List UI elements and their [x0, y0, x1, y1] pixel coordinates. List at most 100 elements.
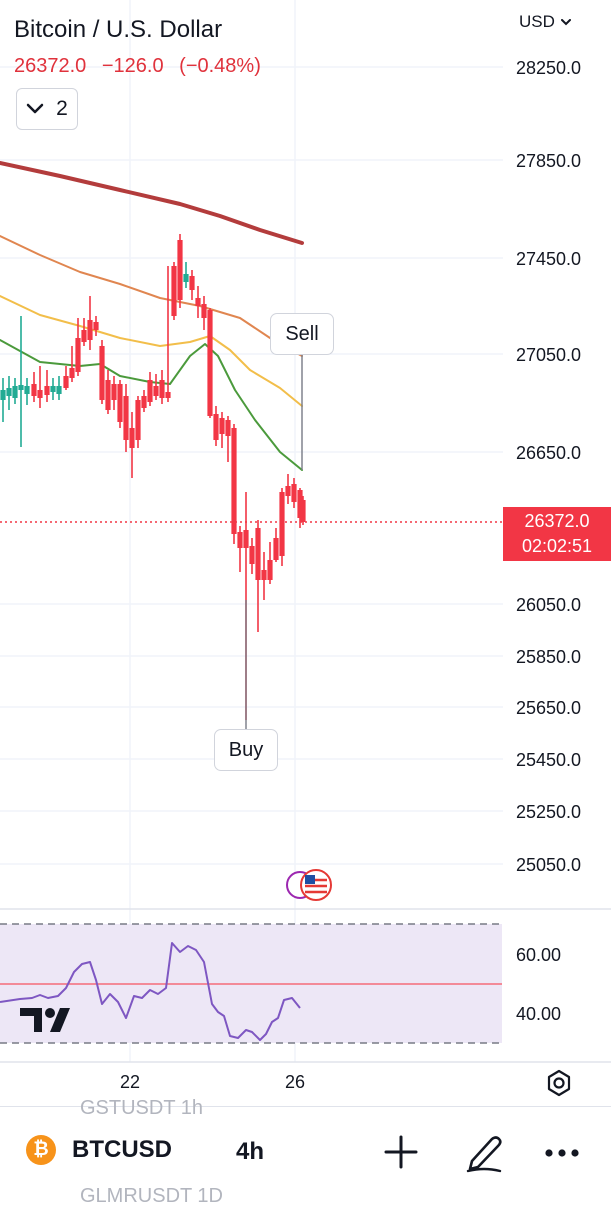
candle-body — [261, 570, 267, 580]
currency-label: USD — [519, 12, 555, 31]
candle-body — [300, 500, 306, 522]
candle-body — [291, 484, 297, 502]
candle-body — [93, 322, 99, 330]
moving-average-lines — [0, 161, 304, 471]
price-axis-label: 28250.0 — [516, 58, 581, 78]
candle-body — [273, 538, 279, 560]
candle-body — [231, 428, 237, 534]
price-axis-label: 25450.0 — [516, 750, 581, 770]
candle-body — [267, 560, 273, 580]
ma-green-line — [0, 339, 303, 471]
price-axis-label: 27450.0 — [516, 249, 581, 269]
last-price: 26372.0 — [14, 55, 87, 77]
candlesticks — [0, 234, 306, 729]
symbol-list-ghost-bottom: GLMRUSDT 1D — [80, 1185, 223, 1207]
pen-icon[interactable] — [464, 1131, 504, 1173]
symbol-list-ghost-top: GSTUSDT 1h — [80, 1097, 203, 1119]
buy-signal-tag: Buy — [214, 729, 278, 771]
bitcoin-icon: ₿ — [26, 1135, 56, 1165]
candle-body — [279, 492, 285, 556]
candle-body — [237, 532, 243, 548]
candle-body — [183, 274, 189, 282]
candle-body — [189, 276, 195, 290]
candle-body — [195, 298, 201, 306]
symbol-button[interactable]: ₿ BTCUSD — [26, 1135, 172, 1165]
symbol-label: BTCUSD — [72, 1136, 172, 1163]
rsi-axis-label: 60.00 — [516, 945, 561, 965]
candle-body — [56, 386, 62, 394]
candle-body — [37, 390, 43, 398]
candle-body — [75, 338, 81, 372]
candle-body — [297, 490, 303, 518]
candle-body — [255, 528, 261, 580]
candle-body — [81, 330, 87, 342]
candle-body — [99, 346, 105, 400]
more-dots-icon[interactable] — [542, 1139, 582, 1167]
axis-labels: 28250.0 27850.0 27450.0 27050.0 26650.0 26050… — [120, 58, 581, 1092]
candle-body — [153, 386, 159, 396]
candle-body — [50, 386, 56, 392]
currency-selector[interactable]: USD — [519, 12, 571, 32]
candle-body — [207, 310, 213, 416]
candle-body — [18, 385, 24, 390]
candle-body — [135, 400, 141, 440]
candle-body — [123, 396, 129, 440]
current-price: 26372.0 — [524, 511, 590, 531]
price-axis-label: 26650.0 — [516, 443, 581, 463]
candle-body — [24, 386, 30, 394]
indicators-toggle-button[interactable]: 2 — [16, 88, 78, 130]
rsi-pane — [0, 923, 502, 1044]
price-change-pct: (−0.48%) — [179, 55, 261, 77]
rsi-axis-label: 40.00 — [516, 1004, 561, 1024]
symbol-title: Bitcoin / U.S. Dollar — [14, 16, 223, 43]
chevron-down-icon — [26, 103, 44, 114]
ma-yellow-line — [0, 295, 303, 407]
candle-body — [6, 388, 12, 396]
us-flag-event-icon[interactable] — [286, 869, 332, 901]
price-axis-label: 27050.0 — [516, 345, 581, 365]
gear-icon[interactable] — [544, 1068, 574, 1098]
time-axis-label: 22 — [120, 1072, 140, 1092]
bottom-toolbar: GSTUSDT 1h GLMRUSDT 1D — [0, 1097, 611, 1207]
chart-grid — [0, 0, 503, 1062]
price-change: −126.0 — [101, 55, 164, 77]
candle-body — [171, 266, 177, 316]
candle-body — [177, 240, 183, 300]
price-axis-label: 25850.0 — [516, 647, 581, 667]
candle-body — [44, 386, 50, 395]
price-axis-label: 25050.0 — [516, 855, 581, 875]
indicators-count: 2 — [56, 97, 68, 120]
candle-body — [201, 304, 207, 318]
pane-dividers — [0, 521, 611, 1063]
candle-body — [105, 380, 111, 410]
candle-body — [69, 368, 75, 378]
candle-body — [63, 376, 69, 388]
price-axis-label: 25250.0 — [516, 802, 581, 822]
candle-body — [219, 418, 225, 434]
candle-body — [87, 320, 93, 340]
candle-body — [147, 380, 153, 402]
candle-body — [243, 530, 249, 548]
interval-button[interactable]: 4h — [236, 1138, 265, 1165]
ma-long-line — [0, 161, 304, 245]
candle-body — [141, 396, 147, 408]
candle-body — [225, 420, 231, 436]
current-price-label: 26372.0 02:02:51 — [503, 507, 611, 561]
candle-body — [165, 392, 171, 398]
candle-body — [129, 428, 135, 448]
tradingview-logo[interactable] — [20, 1008, 70, 1032]
price-axis-label: 27850.0 — [516, 151, 581, 171]
candle-body — [213, 414, 219, 440]
plus-icon[interactable] — [382, 1133, 420, 1171]
time-axis-label: 26 — [285, 1072, 305, 1092]
price-axis-label: 25650.0 — [516, 698, 581, 718]
candle-body — [249, 546, 255, 564]
price-quote: 26372.0 −126.0 (−0.48%) — [14, 55, 271, 78]
candle-body — [0, 390, 6, 400]
bar-countdown: 02:02:51 — [521, 536, 593, 556]
candle-body — [12, 386, 18, 398]
candle-body — [31, 384, 37, 396]
candle-body — [117, 384, 123, 422]
candle-body — [111, 384, 117, 400]
